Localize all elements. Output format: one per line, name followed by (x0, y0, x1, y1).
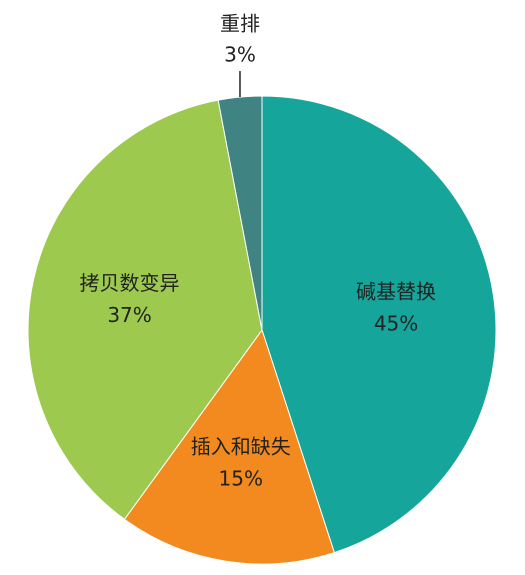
slice-label: 插入和缺失 (191, 435, 291, 459)
value-label: 15% (219, 467, 263, 491)
value-label: 45% (374, 311, 418, 335)
value-label: 37% (107, 303, 151, 327)
slice-label: 重排 (220, 12, 260, 36)
pie-slice (217, 95, 263, 331)
pie-slice (123, 328, 335, 565)
pie-slice (27, 99, 263, 521)
slice-label: 碱基替换 (356, 279, 436, 303)
value-label: 3% (224, 43, 256, 67)
pie-slice (261, 95, 497, 554)
slice-label: 拷贝数变异 (80, 271, 180, 295)
